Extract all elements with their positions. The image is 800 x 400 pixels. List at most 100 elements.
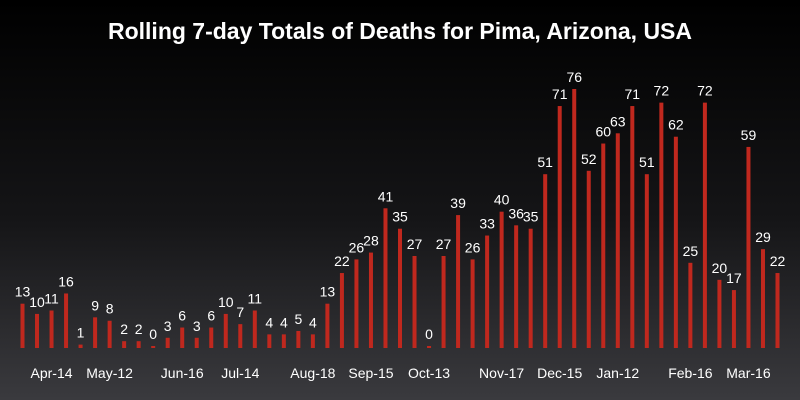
bar (601, 143, 606, 348)
bar-value-label: 71 (552, 86, 568, 102)
bar (136, 341, 141, 348)
bar-value-label: 62 (668, 117, 684, 133)
x-tick-label: Jan-12 (596, 365, 639, 381)
bar-value-label: 0 (149, 326, 157, 342)
bar-value-label: 4 (309, 314, 317, 330)
chart-title: Rolling 7-day Totals of Deaths for Pima,… (107, 18, 693, 44)
bar (35, 313, 40, 348)
x-tick-label: Aug-18 (290, 365, 335, 381)
bar (267, 334, 272, 348)
x-tick-label: Feb-16 (668, 365, 713, 381)
bar-value-label: 5 (294, 311, 302, 327)
bar (209, 327, 214, 348)
bar (383, 208, 388, 348)
bar (644, 174, 649, 348)
bar-value-label: 4 (280, 314, 288, 330)
bars-group (20, 89, 780, 348)
bar-value-label: 39 (450, 195, 466, 211)
bar-value-label: 51 (537, 154, 553, 170)
x-tick-label: Jun-16 (161, 365, 204, 381)
bar (427, 346, 432, 348)
bar-value-label: 25 (683, 243, 699, 259)
bar (368, 252, 373, 348)
bar-value-label: 1 (77, 325, 85, 341)
bar-value-label: 4 (265, 314, 273, 330)
bar (717, 279, 722, 348)
bar-value-label: 6 (207, 308, 215, 324)
bar (760, 249, 765, 348)
bar-value-label: 41 (378, 188, 394, 204)
bar-value-label: 13 (320, 284, 336, 300)
bar-value-label: 28 (363, 233, 379, 249)
bar-value-label: 2 (120, 321, 128, 337)
bar (354, 259, 359, 348)
x-tick-label: May-12 (86, 365, 133, 381)
bar-value-label: 27 (407, 236, 423, 252)
bar-value-label: 2 (135, 321, 143, 337)
bar (122, 341, 127, 348)
bar-value-label: 11 (248, 291, 263, 307)
bar (543, 174, 548, 348)
bar (630, 106, 635, 348)
bar (238, 324, 243, 348)
x-tick-label: Nov-17 (479, 365, 524, 381)
bar (252, 310, 257, 348)
bar (499, 211, 504, 348)
bar (746, 146, 751, 348)
bar-value-label: 22 (334, 253, 350, 269)
bar (180, 327, 185, 348)
bar-value-label: 76 (566, 69, 582, 85)
bar-value-label: 3 (164, 318, 172, 334)
bar-value-label: 17 (726, 270, 742, 286)
bar (775, 273, 780, 348)
bar (93, 317, 98, 348)
bar-value-label: 6 (178, 308, 186, 324)
bar (281, 334, 286, 348)
bar (20, 303, 25, 348)
bar-value-label: 9 (91, 297, 99, 313)
bar-value-label: 10 (29, 294, 45, 310)
x-axis-ticks: Apr-14 May-12 Jun-16 Jul-14 Aug-18 Sep-15 Oct-… (31, 365, 771, 381)
bar-value-label: 22 (770, 253, 786, 269)
bar-value-label: 36 (508, 205, 524, 221)
bar-value-label: 59 (741, 127, 757, 143)
bar-value-label: 3 (193, 318, 201, 334)
bar (339, 273, 344, 348)
bar (485, 235, 490, 348)
bar (398, 228, 402, 348)
bar-value-label: 16 (58, 273, 74, 289)
bar (528, 228, 533, 348)
bar (731, 290, 736, 348)
bar (325, 303, 330, 348)
bar-value-label: 26 (465, 239, 481, 255)
bar (702, 102, 707, 348)
bar-value-label: 60 (595, 124, 611, 140)
bar (688, 262, 693, 348)
bar (64, 293, 69, 348)
x-tick-label: Apr-14 (31, 365, 73, 381)
bar-value-label: 72 (654, 83, 670, 99)
bar-value-label: 51 (639, 154, 655, 170)
x-tick-label: Sep-15 (348, 365, 393, 381)
bar (557, 106, 562, 348)
bar (673, 136, 678, 348)
bar-value-label: 26 (349, 239, 365, 255)
x-tick-label: Dec-15 (537, 365, 582, 381)
bar-value-label: 52 (581, 151, 597, 167)
bar-value-label: 8 (106, 301, 114, 317)
bar-value-label: 63 (610, 113, 626, 129)
bar (514, 225, 519, 348)
bar (49, 310, 54, 348)
bar (151, 346, 156, 348)
bar-value-label: 72 (697, 83, 713, 99)
x-tick-label: Mar-16 (726, 365, 771, 381)
bar (659, 102, 664, 348)
bar (194, 337, 199, 348)
bar (456, 215, 461, 348)
bar (310, 334, 315, 348)
bar-value-label: 11 (44, 291, 59, 307)
bar-value-label: 71 (625, 86, 641, 102)
bar (572, 89, 577, 348)
